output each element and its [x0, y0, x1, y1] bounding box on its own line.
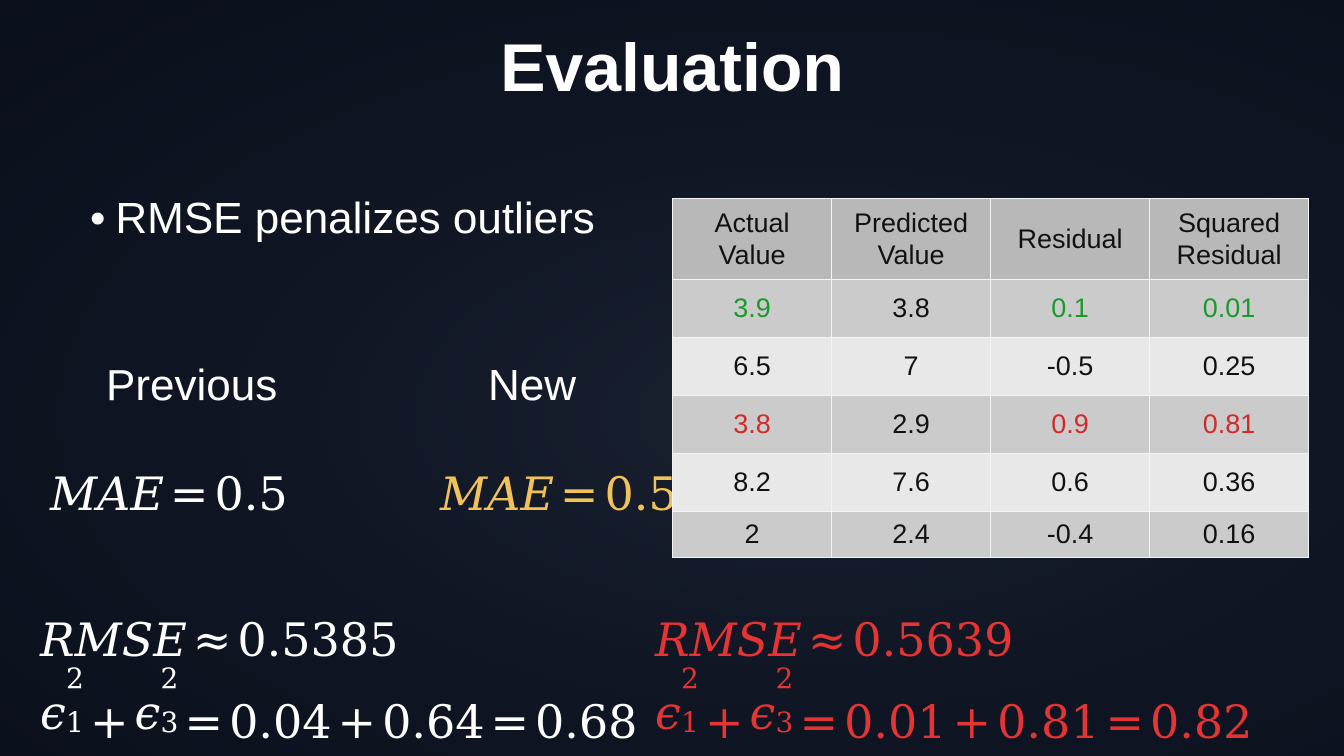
table-cell: 8.2 — [672, 453, 832, 512]
sum-term-1: 0.04 — [229, 695, 332, 749]
rmse-new-value: 0.5639 — [852, 613, 1014, 667]
table-cell: 7 — [831, 337, 991, 396]
table-cell: 0.01 — [1149, 279, 1309, 338]
mae-previous-value: 0.5 — [214, 467, 288, 521]
equals-sign: = — [169, 467, 209, 521]
table-cell: 2 — [672, 511, 832, 558]
previous-heading: Previous — [106, 361, 278, 410]
sum-total: 0.82 — [1150, 695, 1253, 749]
rmse-previous-formula: RMSE ≈0.5385 — [40, 612, 398, 668]
table-cell: 0.16 — [1149, 511, 1309, 558]
sum-term-2: 0.64 — [382, 695, 485, 749]
table-cell: 0.25 — [1149, 337, 1309, 396]
table-header-row: Actual Value Predicted Value Residual Squa… — [672, 198, 1309, 280]
table-row: 8.2 7.6 0.6 0.36 — [672, 453, 1309, 512]
plus-sign: + — [90, 695, 129, 749]
table-cell: 2.4 — [831, 511, 991, 558]
mae-new-value: 0.5 — [604, 467, 678, 521]
table-row: 3.8 2.9 0.9 0.81 — [672, 395, 1309, 454]
table-cell: 0.36 — [1149, 453, 1309, 512]
mae-new-formula: MAE = 0.5 — [440, 466, 678, 522]
bullet-text: RMSE penalizes outliers — [115, 194, 595, 243]
table-cell: 6.5 — [672, 337, 832, 396]
header-actual-value: Actual Value — [672, 198, 832, 280]
table-cell: 0.6 — [990, 453, 1150, 512]
header-predicted-value: Predicted Value — [831, 198, 991, 280]
table-row: 3.9 3.8 0.1 0.01 — [672, 279, 1309, 338]
equals-sign: = — [184, 695, 224, 749]
sum-term-1: 0.01 — [844, 695, 947, 749]
bullet-icon: • — [90, 194, 106, 243]
table-cell: 3.8 — [672, 395, 832, 454]
plus-sign: + — [337, 695, 377, 749]
new-heading: New — [488, 361, 577, 410]
slide-title: Evaluation — [500, 30, 844, 106]
table-row: 2 2.4 -0.4 0.16 — [672, 511, 1309, 558]
sum-total: 0.68 — [535, 695, 638, 749]
squared-error-sum-new: ϵ 2 1 + ϵ 2 3 = 0.01 +0.81 = 0.82 — [655, 662, 1253, 753]
squared-error-sum-previous: ϵ 2 1 + ϵ 2 3 = 0.04 +0.64 = 0.68 — [40, 662, 638, 753]
equals-sign: = — [490, 695, 530, 749]
rmse-label: RMSE — [40, 613, 187, 667]
approx-sign: ≈ — [807, 613, 847, 667]
bullet-point: • RMSE penalizes outliers — [90, 193, 595, 245]
header-squared-residual: Squared Residual — [1149, 198, 1309, 280]
table-cell: 0.81 — [1149, 395, 1309, 454]
table-cell: 0.9 — [990, 395, 1150, 454]
equals-sign: = — [799, 695, 839, 749]
rmse-label: RMSE — [655, 613, 802, 667]
table-cell: -0.5 — [990, 337, 1150, 396]
plus-sign: + — [705, 695, 744, 749]
table-cell: 3.8 — [831, 279, 991, 338]
mae-label: MAE — [440, 467, 554, 521]
rmse-new-formula: RMSE ≈0.5639 — [655, 612, 1013, 668]
mae-label: MAE — [50, 467, 164, 521]
table-row: 6.5 7 -0.5 0.25 — [672, 337, 1309, 396]
equals-sign: = — [1105, 695, 1145, 749]
table-cell: -0.4 — [990, 511, 1150, 558]
table-cell: 2.9 — [831, 395, 991, 454]
sum-term-2: 0.81 — [997, 695, 1100, 749]
rmse-previous-value: 0.5385 — [237, 613, 399, 667]
header-residual: Residual — [990, 198, 1150, 280]
table-cell: 0.1 — [990, 279, 1150, 338]
residual-table: Actual Value Predicted Value Residual Squa… — [672, 198, 1309, 558]
table-cell: 3.9 — [672, 279, 832, 338]
mae-previous-formula: MAE = 0.5 — [50, 466, 288, 522]
equals-sign: = — [559, 467, 599, 521]
plus-sign: + — [952, 695, 992, 749]
approx-sign: ≈ — [192, 613, 232, 667]
table-cell: 7.6 — [831, 453, 991, 512]
